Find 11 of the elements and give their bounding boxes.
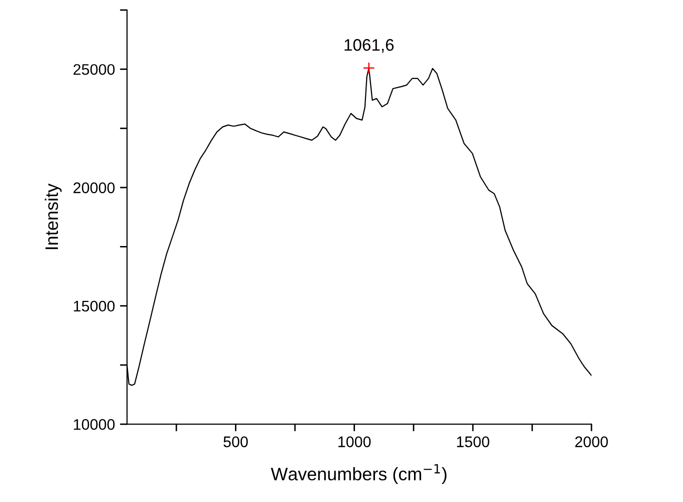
x-tick-label: 500	[224, 436, 248, 448]
annotation: 1061,6	[344, 39, 394, 53]
y-tick-label: 10000	[74, 419, 115, 430]
y-axis-title: Intensity	[44, 184, 62, 250]
x-axis-title: Wavenumbers (cm$^{−1}$)	[270, 464, 446, 484]
x-tick-label: 1500	[457, 436, 490, 448]
y-tick-label: 20000	[74, 182, 115, 194]
y-tick-label: 25000	[74, 64, 115, 75]
y-tick-label: 15000	[74, 300, 115, 312]
x-tick-label: 1000	[338, 436, 371, 448]
x-tick-label: 2000	[575, 436, 608, 448]
